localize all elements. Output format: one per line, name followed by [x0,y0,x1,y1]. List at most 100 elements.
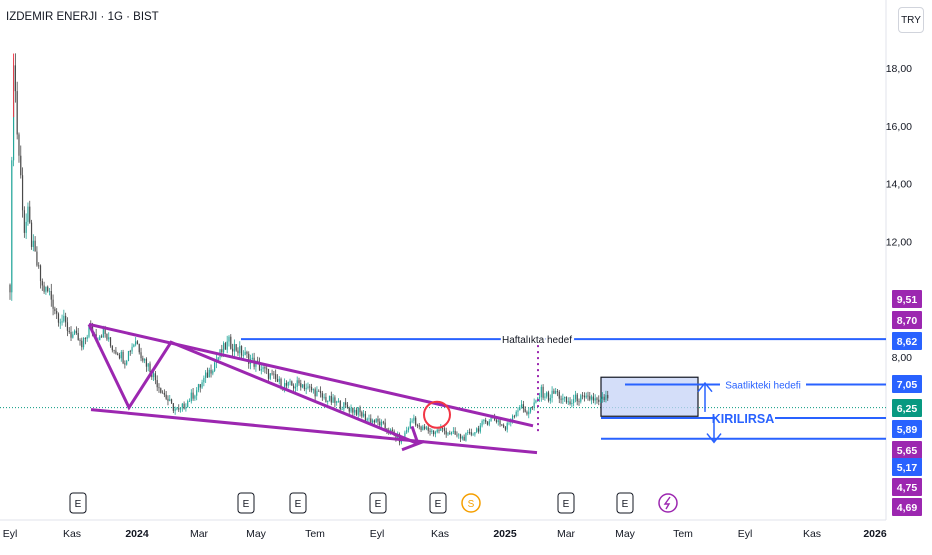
candle-body [578,401,580,403]
candle-body [174,408,176,411]
candle-body [230,336,232,349]
candle-body [562,398,564,400]
candle-body [289,381,291,383]
y-tick-label: 16,00 [886,121,912,133]
candle-body [363,413,365,417]
candle-body [504,427,507,430]
candle-body [102,326,104,338]
candle-body [441,427,444,429]
candle-body [144,358,146,361]
candle-body [573,399,575,404]
candle-body [314,389,316,397]
candle-body [429,430,431,432]
candle-body [158,387,160,389]
candle-body [82,337,85,348]
candle-body [607,394,609,399]
price-badge [892,311,922,329]
candle-body [468,432,471,434]
candle-body [235,344,237,351]
candle-body [106,333,108,340]
candle-body [86,336,88,339]
candle-body [310,387,313,391]
candle-body [371,420,374,423]
candle-body [345,402,347,405]
candle-body [126,360,128,365]
earnings-icon [429,492,447,514]
candle-body [156,380,158,388]
candle-body [63,315,65,322]
y-tick-label: 18,00 [886,63,912,75]
candle-body [221,349,223,353]
price-badge [892,290,922,308]
earnings-icon-label: E [622,499,629,510]
candle-body [303,384,305,390]
y-tick-label: 14,00 [886,179,912,191]
candle-body [443,428,445,431]
candle-body [355,409,358,415]
candle-body [251,357,253,360]
candle-body [113,350,115,352]
breakdown-label: KIRILIRSA [712,412,775,426]
candle-body [169,399,171,401]
x-tick-label: Kas [431,528,449,540]
candle-body [517,410,519,412]
candle-body [165,394,167,399]
candle-body [336,401,338,403]
price-badge [892,441,922,459]
candle-body [248,353,250,364]
price-badge-label: 7,05 [897,379,918,391]
candle-body [273,373,275,375]
candle-body [190,392,192,402]
candle-body [415,417,417,426]
candle-body [377,418,379,422]
candle-body [131,346,133,352]
candle-body [145,358,148,367]
candle-body [524,408,526,412]
candle-body [260,369,262,371]
candle-body [29,206,31,223]
candle-body [407,428,410,431]
candle-body [495,419,498,422]
candle-body [54,308,56,311]
candle-body [589,396,591,400]
candle-body [233,344,235,352]
candle-body [357,407,359,415]
candle-body [522,404,524,409]
candle-body [546,392,548,397]
candle-body [16,91,18,135]
candle-body [212,370,214,374]
candle-body [57,313,60,323]
candle-body [508,422,510,424]
candle-body [316,390,318,397]
candle-body [11,160,13,293]
candle-body [276,379,279,382]
candle-body [411,420,413,422]
candle-body [447,433,449,435]
candle-body [231,348,234,352]
candle-body [305,387,307,390]
candle-body [196,390,198,396]
candle-body [359,407,361,413]
candle-body [237,350,239,354]
currency-button[interactable]: TRY [898,7,924,33]
candle-body [567,401,569,403]
candle-body [598,399,600,402]
price-badge-label: 5,89 [897,424,918,436]
candle-body [560,398,562,400]
candle-body [319,391,322,394]
candle-body [594,398,596,401]
candle-body [74,330,76,335]
split-icon-label: S [468,499,475,510]
price-badge [892,498,922,516]
x-tick-label: 2024 [125,528,149,540]
candle-body [461,436,463,439]
x-tick-label: Eyl [738,528,753,540]
candle-body [269,373,271,379]
candle-body [494,417,496,420]
candle-body [163,392,165,395]
x-tick-label: May [246,528,267,540]
candle-body [285,383,288,386]
candle-body [178,408,180,410]
